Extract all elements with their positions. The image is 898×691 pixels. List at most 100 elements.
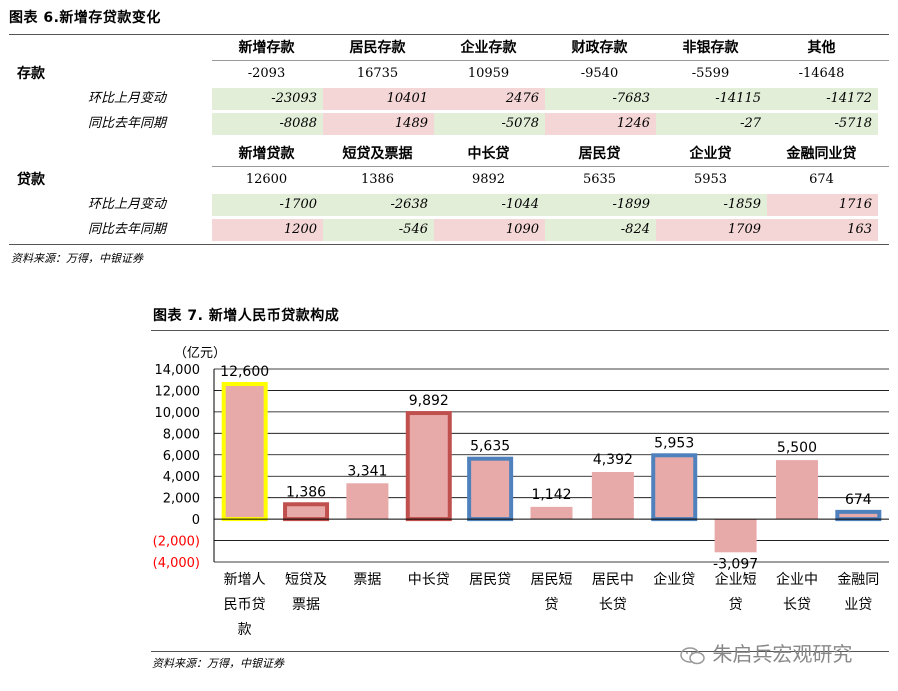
loans-yoy-value: 163 — [767, 219, 878, 241]
deposits-value: 10959 — [467, 66, 510, 81]
deposits-yoy-value: -5078 — [434, 113, 545, 135]
deposits-mom-value: -14172 — [767, 88, 878, 110]
category-label: 业贷 — [844, 597, 872, 613]
bar — [530, 506, 573, 520]
loans-yoy-value: 1709 — [656, 219, 767, 241]
loans-row-label: 贷款 — [17, 172, 45, 188]
data-label: 1,386 — [286, 484, 326, 500]
deposits-yoy-value: -8088 — [212, 113, 323, 135]
deposits-mom-value: 10401 — [323, 88, 434, 110]
chart-title: 图表 7. 新增人民币贷款构成 — [153, 308, 340, 324]
y-tick-label: 0 — [192, 513, 200, 528]
y-tick-label: 6,000 — [163, 449, 200, 464]
table-bottom-rule — [9, 244, 889, 245]
table-top-rule — [9, 34, 889, 35]
loans-mom-value: -1859 — [656, 194, 767, 216]
loans-header: 中长贷 — [467, 146, 510, 162]
loans-value: 1386 — [360, 172, 395, 187]
category-label: 民币贷 — [224, 597, 266, 613]
deposits-value: -2093 — [247, 66, 286, 81]
chart-source: 资料来源：万得，中银证券 — [152, 657, 284, 670]
category-label: 票据 — [353, 572, 381, 588]
data-label: 9,892 — [409, 393, 449, 409]
category-label: 企业短 — [715, 571, 757, 588]
deposits-header-rule — [212, 60, 889, 61]
deposits-value: -9540 — [580, 66, 619, 81]
bar — [835, 509, 882, 522]
y-tick-label: 8,000 — [163, 427, 200, 442]
category-label: 居民贷 — [469, 572, 511, 588]
data-label: 3,341 — [347, 463, 387, 479]
loans-mom-value: -2638 — [323, 194, 434, 216]
deposits-mom-value: -7683 — [545, 88, 656, 110]
deposits-row-label: 存款 — [17, 66, 45, 82]
deposits-header: 非银存款 — [682, 40, 739, 56]
data-label: -3,097 — [713, 556, 758, 572]
data-label: 5,953 — [654, 435, 694, 451]
chart-bottom-rule — [151, 651, 889, 652]
loans-value: 9892 — [471, 172, 506, 187]
loans-yoy-value: -824 — [545, 219, 656, 241]
category-label: 中长贷 — [408, 572, 450, 588]
table-source: 资料来源：万得，中银证券 — [11, 252, 143, 265]
deposits-value: -14648 — [798, 66, 845, 81]
deposits-value: 16735 — [356, 66, 399, 81]
y-unit-label: （亿元） — [174, 346, 226, 361]
loans-value: 5953 — [693, 172, 728, 187]
deposits-mom-value: -23093 — [212, 88, 323, 110]
deposits-header: 新增存款 — [238, 40, 295, 56]
bar — [221, 382, 268, 522]
deposits-header: 企业存款 — [460, 40, 517, 56]
deposits-yoy-value: -5718 — [767, 113, 878, 135]
watermark: 朱启兵宏观研究 — [680, 638, 852, 667]
loans-header: 短贷及票据 — [342, 146, 413, 162]
category-label: 短贷及 — [285, 572, 327, 588]
category-label: 长贷 — [599, 597, 627, 613]
bar — [775, 460, 818, 520]
loans-header: 居民贷 — [578, 146, 621, 162]
deposits-value: -5599 — [691, 66, 730, 81]
bar — [405, 411, 452, 522]
bar — [283, 502, 330, 522]
loans-mom-value: -1700 — [212, 194, 323, 216]
deposits-yoy-value: -27 — [656, 113, 767, 135]
category-label: 贷 — [545, 597, 559, 613]
y-tick-label: 2,000 — [163, 492, 200, 507]
category-label: 长贷 — [783, 597, 811, 613]
category-label: 金融同 — [837, 572, 879, 588]
deposits-header: 其他 — [807, 40, 836, 56]
y-tick-label: 4,000 — [163, 470, 200, 485]
watermark-text: 朱启兵宏观研究 — [712, 642, 853, 666]
loans-value: 674 — [809, 172, 834, 187]
deposits-yoy-value: 1489 — [323, 113, 434, 135]
deposits-mom-value: 2476 — [434, 88, 545, 110]
data-label: 4,392 — [593, 452, 633, 468]
loans-yoy-value: -546 — [323, 219, 434, 241]
y-tick-label: (4,000) — [153, 556, 200, 571]
loans-header-rule — [212, 166, 889, 167]
category-label: 票据 — [292, 597, 320, 613]
data-label: 5,635 — [470, 439, 510, 455]
data-label: 12,600 — [220, 364, 269, 380]
y-tick-label: (2,000) — [153, 535, 200, 550]
wechat-icon — [680, 646, 706, 666]
category-label: 居民短 — [531, 572, 573, 588]
deposits-mom-value: -14115 — [656, 88, 767, 110]
chart-top-rule — [151, 330, 889, 331]
bar — [346, 483, 389, 520]
bar — [651, 453, 698, 522]
bar — [467, 456, 514, 522]
bar — [714, 519, 757, 553]
y-tick-label: 10,000 — [155, 406, 201, 421]
bar — [591, 472, 634, 520]
category-label: 新增人 — [224, 572, 266, 588]
deposits-mom-label: 环比上月变动 — [88, 91, 167, 106]
y-tick-label: 12,000 — [155, 384, 201, 399]
loans-yoy-value: 1090 — [434, 219, 545, 241]
category-label: 款 — [238, 622, 252, 638]
loans-mom-value: 1716 — [767, 194, 878, 216]
loans-value: 12600 — [245, 172, 288, 187]
loans-header: 企业贷 — [689, 146, 732, 162]
y-tick-label: 14,000 — [155, 363, 201, 378]
